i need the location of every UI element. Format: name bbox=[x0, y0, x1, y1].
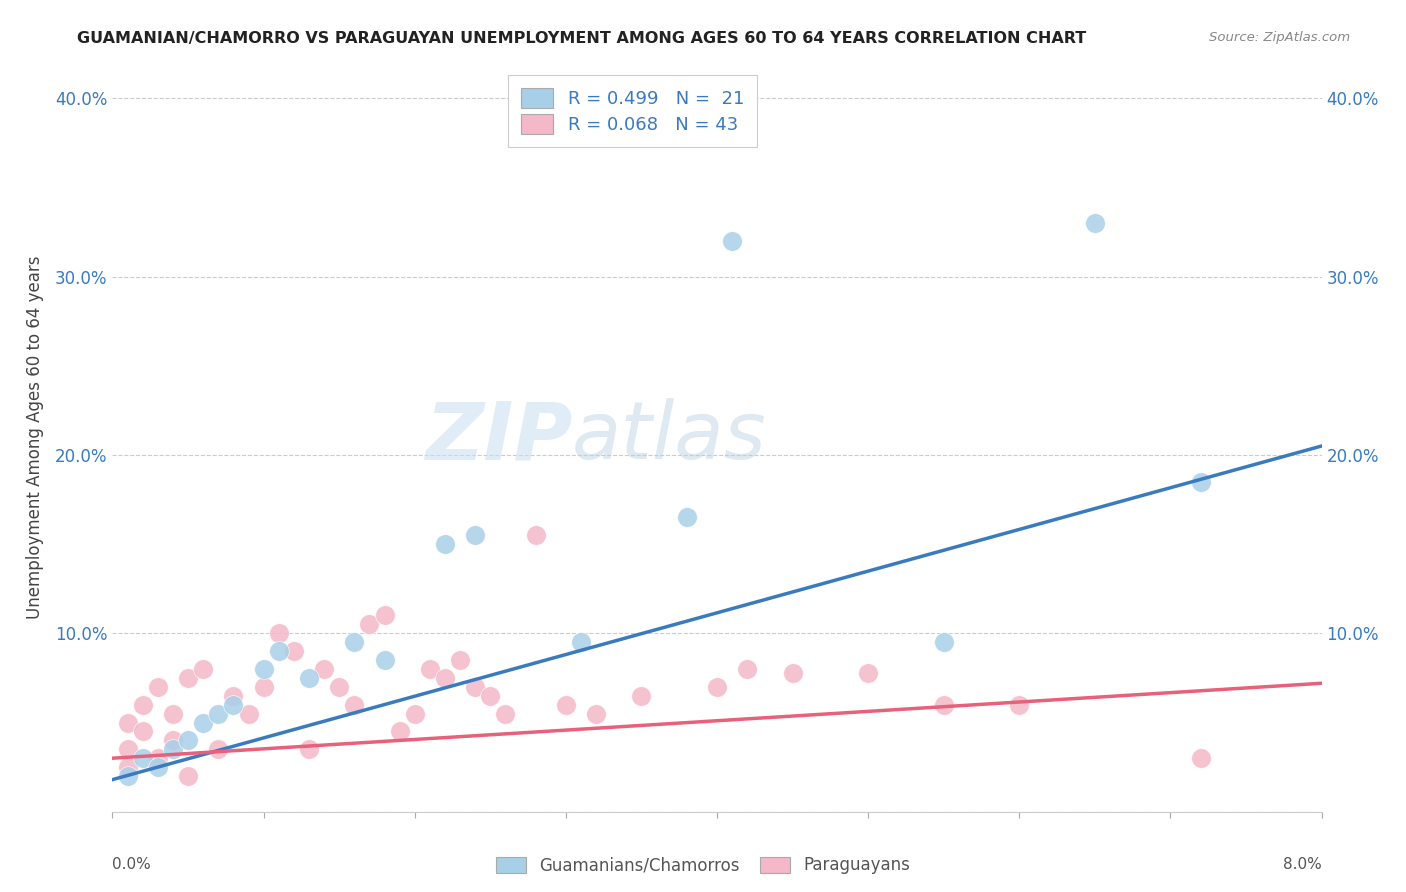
Point bbox=[162, 733, 184, 747]
Point bbox=[191, 662, 215, 676]
Text: 8.0%: 8.0% bbox=[1282, 856, 1322, 871]
Point bbox=[1189, 751, 1212, 765]
Point bbox=[207, 706, 229, 721]
Point bbox=[856, 665, 880, 680]
Point bbox=[117, 760, 139, 774]
Point bbox=[569, 635, 592, 649]
Point bbox=[238, 706, 260, 721]
Legend: R = 0.499   N =  21, R = 0.068   N = 43: R = 0.499 N = 21, R = 0.068 N = 43 bbox=[508, 75, 756, 146]
Point bbox=[177, 733, 200, 747]
Point bbox=[267, 626, 290, 640]
Point bbox=[359, 617, 381, 632]
Point bbox=[146, 751, 169, 765]
Point bbox=[433, 671, 456, 685]
Point bbox=[554, 698, 576, 712]
Point bbox=[343, 635, 366, 649]
Point bbox=[253, 680, 276, 694]
Point bbox=[162, 742, 184, 756]
Point bbox=[433, 537, 456, 551]
Point bbox=[373, 608, 396, 623]
Point bbox=[298, 742, 321, 756]
Text: atlas: atlas bbox=[572, 398, 766, 476]
Point bbox=[706, 680, 728, 694]
Point bbox=[177, 769, 200, 783]
Point bbox=[1008, 698, 1031, 712]
Point bbox=[132, 698, 155, 712]
Point bbox=[932, 635, 955, 649]
Point bbox=[479, 689, 502, 703]
Point bbox=[132, 724, 155, 739]
Legend: Guamanians/Chamorros, Paraguayans: Guamanians/Chamorros, Paraguayans bbox=[489, 849, 917, 881]
Point bbox=[932, 698, 955, 712]
Text: Source: ZipAtlas.com: Source: ZipAtlas.com bbox=[1209, 31, 1350, 45]
Point bbox=[328, 680, 350, 694]
Point bbox=[191, 715, 215, 730]
Point bbox=[162, 706, 184, 721]
Point bbox=[630, 689, 652, 703]
Point bbox=[782, 665, 804, 680]
Point bbox=[132, 751, 155, 765]
Point bbox=[312, 662, 335, 676]
Point bbox=[117, 769, 139, 783]
Text: 0.0%: 0.0% bbox=[112, 856, 152, 871]
Point bbox=[222, 698, 245, 712]
Point bbox=[222, 689, 245, 703]
Point bbox=[117, 715, 139, 730]
Point bbox=[298, 671, 321, 685]
Point bbox=[464, 528, 486, 542]
Point bbox=[373, 653, 396, 667]
Point bbox=[146, 680, 169, 694]
Text: ZIP: ZIP bbox=[425, 398, 572, 476]
Point bbox=[404, 706, 426, 721]
Point bbox=[737, 662, 759, 676]
Point bbox=[524, 528, 547, 542]
Point bbox=[585, 706, 607, 721]
Point bbox=[343, 698, 366, 712]
Point bbox=[449, 653, 471, 667]
Point bbox=[419, 662, 441, 676]
Point bbox=[675, 510, 697, 524]
Text: GUAMANIAN/CHAMORRO VS PARAGUAYAN UNEMPLOYMENT AMONG AGES 60 TO 64 YEARS CORRELAT: GUAMANIAN/CHAMORRO VS PARAGUAYAN UNEMPLO… bbox=[77, 31, 1087, 46]
Point bbox=[267, 644, 290, 658]
Point bbox=[495, 706, 517, 721]
Point bbox=[388, 724, 411, 739]
Point bbox=[464, 680, 486, 694]
Point bbox=[1084, 216, 1107, 230]
Point bbox=[1189, 475, 1212, 489]
Point bbox=[283, 644, 305, 658]
Point bbox=[207, 742, 229, 756]
Point bbox=[146, 760, 169, 774]
Point bbox=[177, 671, 200, 685]
Point bbox=[721, 234, 744, 248]
Point bbox=[117, 742, 139, 756]
Point bbox=[253, 662, 276, 676]
Y-axis label: Unemployment Among Ages 60 to 64 years: Unemployment Among Ages 60 to 64 years bbox=[25, 255, 44, 619]
